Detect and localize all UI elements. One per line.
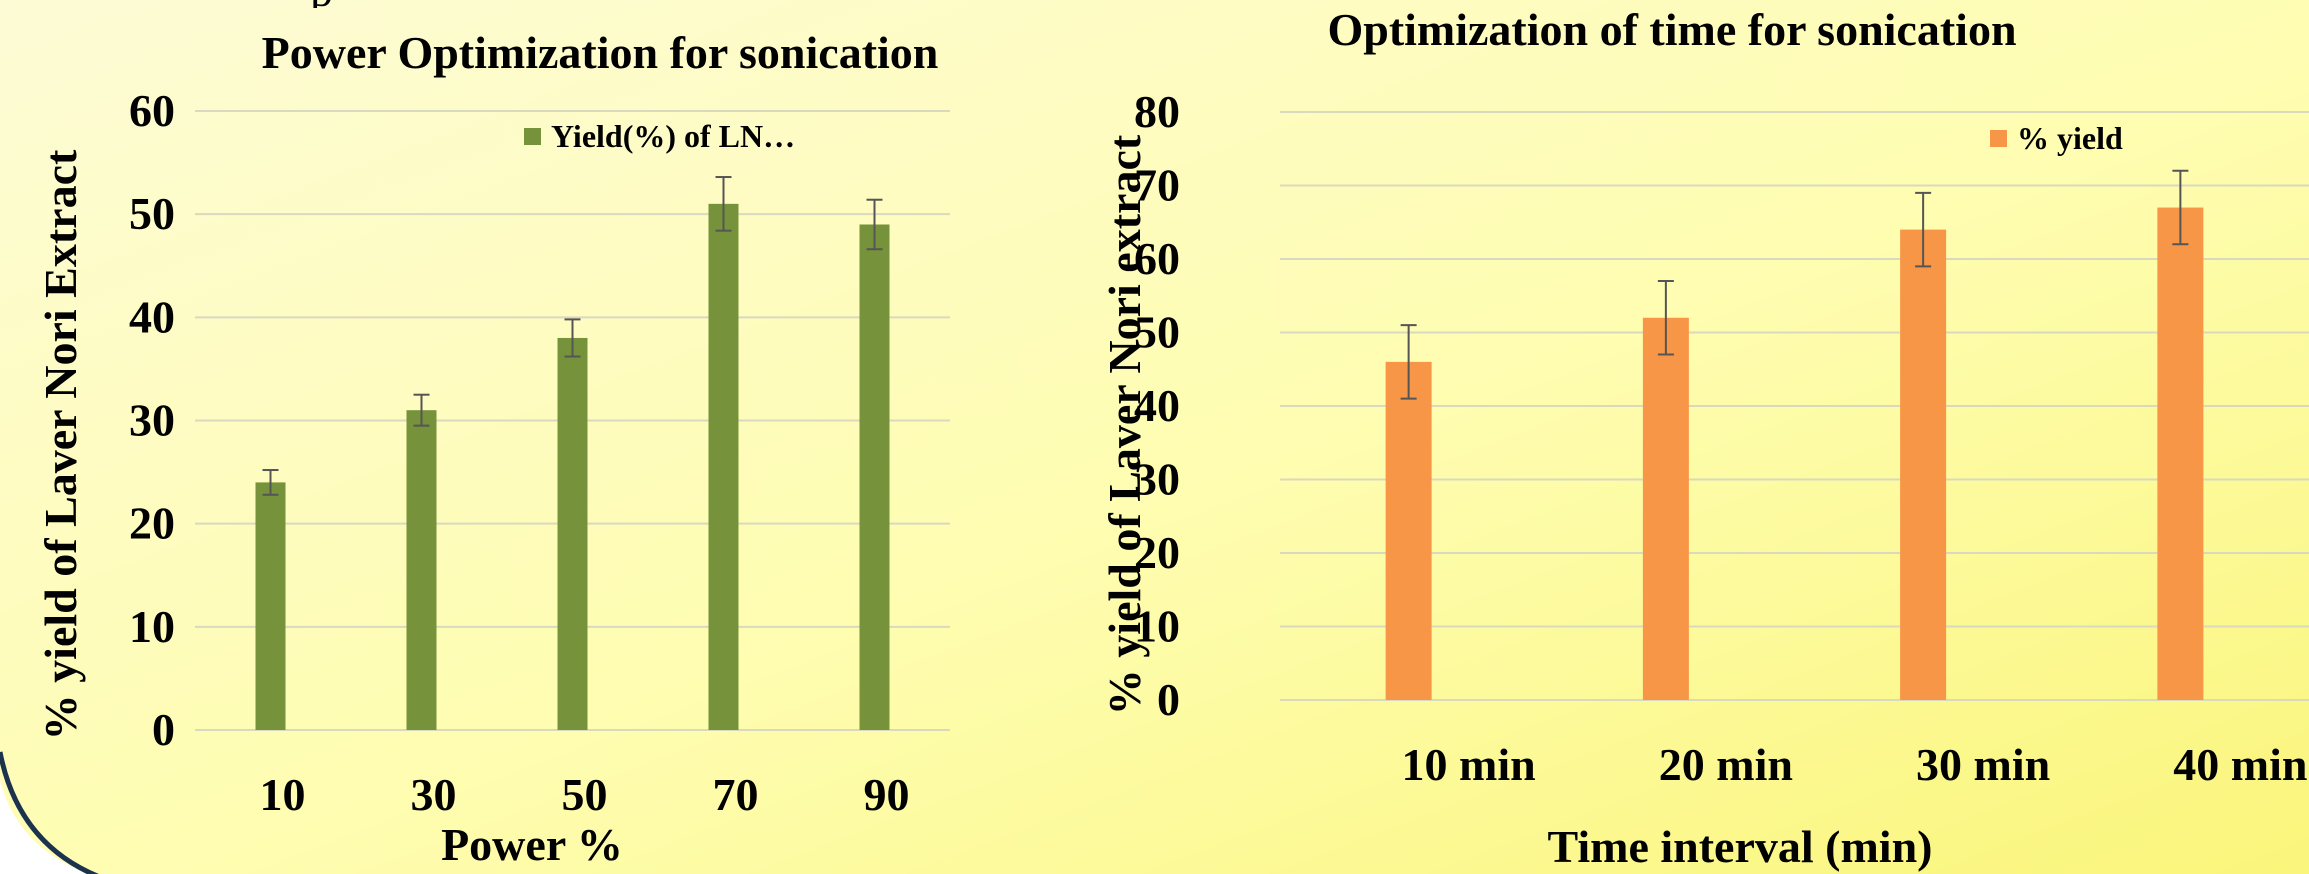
power-chart-legend: Yield(%) of LN… [524,118,795,154]
time-y-tick-label: 10 [1134,601,1180,652]
time-y-tick-label: 70 [1134,160,1180,211]
time-chart-x-ticks: 10 min 20 min 30 min 40 min [1402,739,2308,790]
power-chart-x-ticks: 10 30 50 70 90 [260,769,910,820]
time-bar [1900,229,1947,700]
time-bar [1642,317,1689,700]
time-y-tick-label: 0 [1157,674,1180,725]
power-bar [406,410,437,730]
power-chart: Power Optimization for sonication 0 10 20 3… [35,27,950,870]
power-y-tick-label: 0 [152,704,175,755]
power-y-tick-label: 40 [129,291,175,342]
time-bar [2157,207,2204,701]
power-chart-xlabel: Power % [441,819,623,870]
slide-panel-border [0,751,100,874]
time-chart-xlabel: Time interval (min) [1548,821,1933,872]
time-chart-legend: % yield [1990,120,2123,156]
time-x-tick-label: 10 min [1402,739,1536,790]
power-error-bar [866,198,883,251]
time-chart: Optimization of time for sonication 0 10 2… [1099,4,2309,872]
power-y-tick-label: 10 [129,601,175,652]
power-error-bar [262,469,279,496]
time-chart-legend-swatch [1990,130,2007,147]
time-chart-gridlines [1280,111,2309,701]
time-y-tick-label: 50 [1134,307,1180,358]
time-chart-bars [1385,169,2204,701]
power-chart-legend-label: Yield(%) of LN… [551,118,795,154]
time-y-tick-label: 20 [1134,527,1180,578]
time-bar [1385,361,1432,700]
power-bar [255,482,286,730]
power-y-tick-label: 20 [129,498,175,549]
time-chart-legend-label: % yield [2017,120,2123,156]
power-error-bar [715,176,732,232]
time-y-tick-label: 30 [1134,454,1180,505]
cropped-heading-fragment: p [310,0,450,8]
power-y-tick-label: 60 [129,85,175,136]
power-error-bar [564,318,581,358]
time-error-bar [2172,169,2189,246]
time-y-tick-label: 40 [1134,380,1180,431]
power-x-tick-label: 90 [864,769,910,820]
power-x-tick-label: 70 [713,769,759,820]
time-x-tick-label: 20 min [1659,739,1793,790]
power-y-tick-label: 50 [129,188,175,239]
power-bar [557,337,588,730]
power-bar [859,224,890,730]
power-chart-bars [255,176,890,731]
power-bar [708,203,739,731]
time-y-tick-label: 60 [1134,233,1180,284]
power-chart-legend-swatch [524,128,541,145]
time-error-bar [1657,280,1674,356]
time-chart-y-ticks: 0 10 20 30 40 50 60 70 80 [1134,86,1180,725]
time-error-bar [1400,324,1417,400]
power-chart-ylabel: % yield of Laver Nori Extract [35,149,86,740]
power-error-bar [413,393,430,427]
time-x-tick-label: 40 min [2173,739,2307,790]
time-y-tick-label: 80 [1134,86,1180,137]
power-x-tick-label: 10 [260,769,306,820]
time-x-tick-label: 30 min [1916,739,2050,790]
power-x-tick-label: 30 [411,769,457,820]
power-chart-y-ticks: 0 10 20 30 40 50 60 [129,85,175,755]
power-x-tick-label: 50 [562,769,608,820]
time-chart-title: Optimization of time for sonication [1327,4,2016,55]
time-chart-ylabel: % yield of Laver Nori extract [1099,134,1150,715]
power-chart-title: Power Optimization for sonication [262,27,939,78]
power-y-tick-label: 30 [129,395,175,446]
time-error-bar [1915,191,1932,268]
